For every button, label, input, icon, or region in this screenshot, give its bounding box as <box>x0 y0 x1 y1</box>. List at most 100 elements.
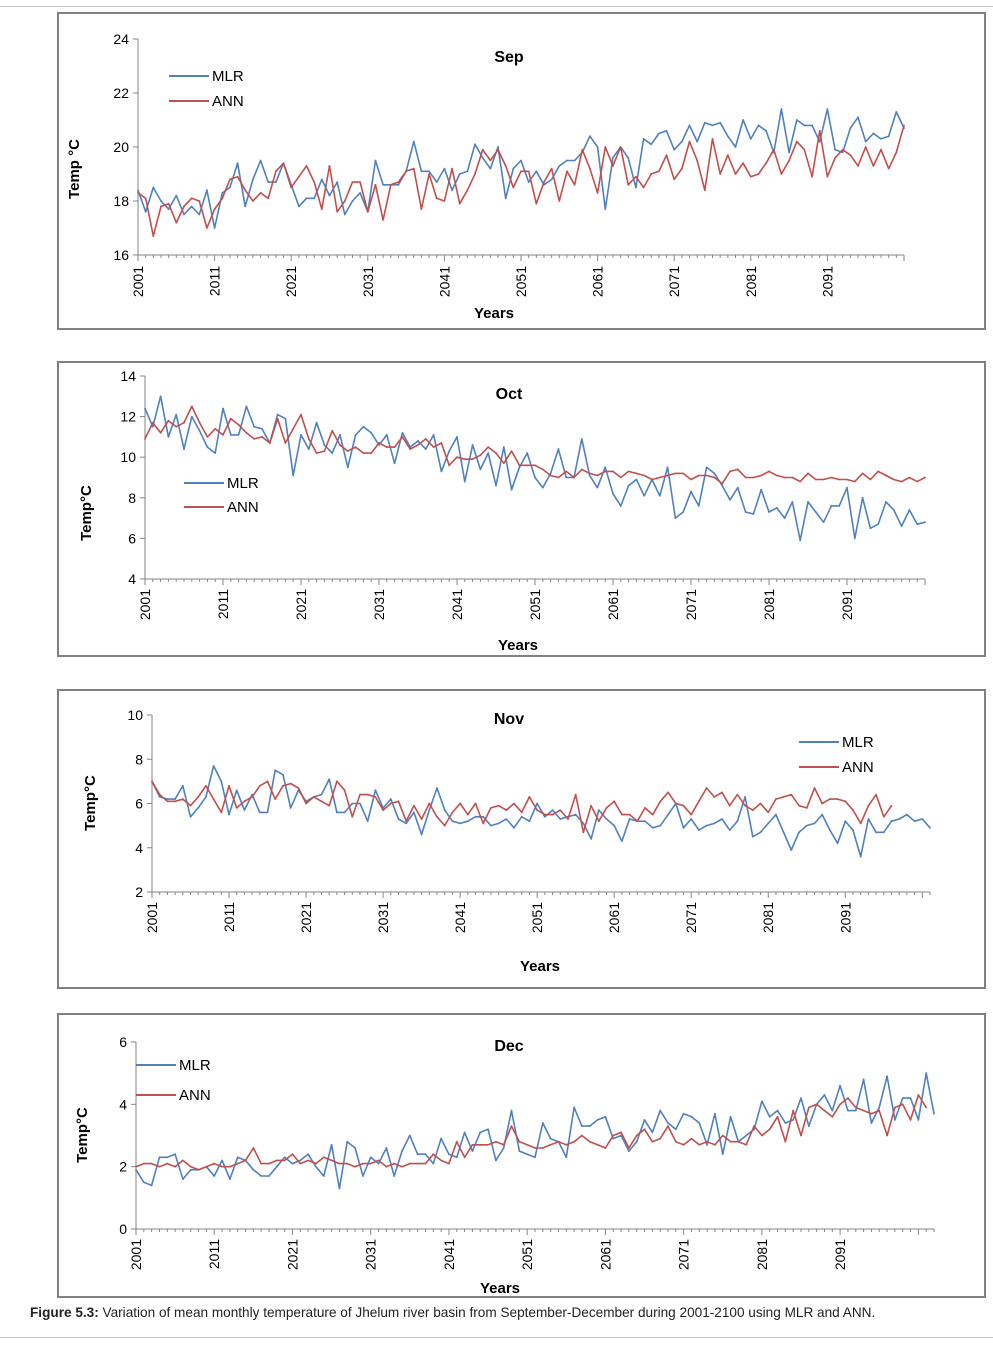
mlr-point <box>382 183 385 186</box>
mlr-point <box>604 1115 607 1118</box>
y-axis-title: Temp °C <box>66 139 83 199</box>
mlr-point <box>651 1131 654 1134</box>
ann-point <box>494 1140 497 1143</box>
mlr-point <box>221 1159 223 1162</box>
ann-point <box>205 784 207 787</box>
ann-point <box>612 1134 615 1137</box>
ann-point <box>588 472 591 475</box>
mlr-point <box>767 822 770 825</box>
ann-point <box>274 798 277 800</box>
ann-point <box>359 181 362 184</box>
ann-point <box>783 476 786 479</box>
mlr-point <box>596 1119 599 1121</box>
mlr-point <box>588 474 591 477</box>
mlr-point <box>481 156 484 159</box>
mlr-point <box>674 1128 677 1131</box>
ann-point <box>566 170 568 173</box>
ann-point <box>878 1109 881 1112</box>
x-tick-label: 2051 <box>519 1239 535 1270</box>
ann-point <box>814 478 817 481</box>
ann-point <box>420 818 423 820</box>
mlr-point <box>742 119 745 121</box>
ann-point <box>135 1165 137 1168</box>
mlr-point <box>665 129 668 132</box>
ann-point <box>443 200 446 202</box>
ann-point <box>588 1140 591 1143</box>
mlr-point <box>565 476 568 479</box>
y-tick-label: 6 <box>128 530 136 546</box>
ann-point <box>397 800 400 803</box>
ann-point <box>909 1119 912 1121</box>
ann-point <box>253 438 256 440</box>
mlr-point <box>183 448 185 450</box>
ann-point <box>339 444 341 446</box>
mlr-point <box>323 444 326 446</box>
ann-point <box>305 802 307 805</box>
ann-point <box>635 1134 638 1137</box>
mlr-point <box>828 829 831 831</box>
mlr-point <box>590 838 592 840</box>
ann-point <box>346 450 349 453</box>
mlr-point <box>680 140 683 143</box>
mlr-point <box>849 127 852 129</box>
mlr-point <box>775 507 778 509</box>
ann-point <box>220 811 223 814</box>
ann-point <box>393 1162 396 1165</box>
ann-point <box>697 474 700 477</box>
mlr-point <box>857 116 859 119</box>
ann-point <box>463 1156 466 1159</box>
mlr-point <box>768 511 770 513</box>
mlr-point <box>152 186 155 189</box>
ann-point <box>244 1159 247 1162</box>
ann-point <box>330 1159 333 1162</box>
x-tick-label: 2011 <box>215 589 231 619</box>
mlr-point <box>887 135 890 138</box>
x-axis-title: Years <box>520 958 560 975</box>
y-tick-label: 22 <box>113 85 129 101</box>
mlr-point <box>502 446 505 448</box>
ann-point <box>451 811 454 814</box>
mlr-point <box>667 813 669 816</box>
mlr-point <box>551 809 554 812</box>
ann-point <box>795 140 798 143</box>
mlr-series-line <box>144 395 926 542</box>
ann-point <box>343 789 346 792</box>
ann-point <box>775 798 777 800</box>
ann-point <box>159 431 162 434</box>
mlr-point <box>315 421 318 424</box>
mlr-point <box>220 780 223 783</box>
mlr-point <box>463 480 466 483</box>
ann-point <box>823 1109 826 1112</box>
ann-point <box>412 167 415 170</box>
chart-title: Dec <box>494 1038 523 1055</box>
ann-point <box>274 170 277 173</box>
mlr-point <box>752 513 755 515</box>
mlr-point <box>135 1168 137 1171</box>
mlr-point <box>158 795 161 798</box>
x-tick-label: 2091 <box>837 902 853 933</box>
mlr-point <box>260 1175 263 1177</box>
mlr-point <box>198 429 201 432</box>
mlr-point <box>189 815 192 818</box>
mlr-point <box>320 178 323 181</box>
ann-point <box>749 175 752 178</box>
mlr-point <box>328 778 331 781</box>
ann-point <box>822 478 825 481</box>
ann-point <box>859 822 862 825</box>
mlr-point <box>581 1125 583 1128</box>
ann-point <box>487 1143 489 1146</box>
ann-point <box>651 813 654 816</box>
ann-point <box>504 165 507 167</box>
mlr-point <box>541 1122 544 1124</box>
ann-point <box>726 154 729 157</box>
ann-point <box>636 820 639 823</box>
ann-point <box>604 1147 607 1149</box>
ann-point <box>166 800 169 803</box>
ann-point <box>518 464 521 467</box>
mlr-point <box>526 1153 529 1156</box>
ann-point <box>487 446 490 448</box>
mlr-point <box>839 1084 842 1087</box>
ann-point <box>627 470 630 473</box>
x-tick-label: 2071 <box>683 902 699 933</box>
oct-chart-panel: 4 6 8 10 12 14 2001 2011 2021 2031 2041 2051 2061 207… <box>57 361 986 657</box>
